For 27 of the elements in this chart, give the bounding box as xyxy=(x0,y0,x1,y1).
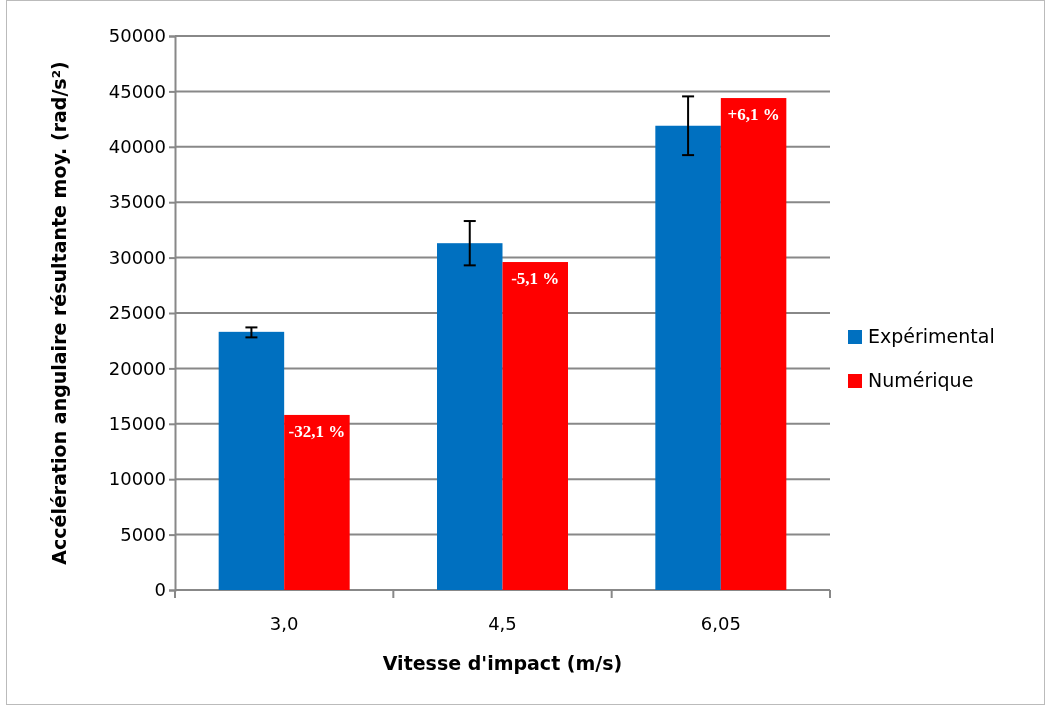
bar xyxy=(284,414,350,590)
x-tick-label: 4,5 xyxy=(488,613,517,634)
legend-label: Numérique xyxy=(868,369,974,391)
y-tick-label: 30000 xyxy=(108,246,166,268)
y-tick-label: 40000 xyxy=(108,136,166,158)
x-tick-label: 3,0 xyxy=(269,613,299,634)
y-tick-label: 15000 xyxy=(108,413,166,435)
y-tick-label: 20000 xyxy=(108,357,166,379)
bar xyxy=(720,98,787,590)
bar xyxy=(502,262,568,590)
y-tick-label: 5000 xyxy=(120,523,166,545)
legend-label: Expérimental xyxy=(868,325,995,347)
bar xyxy=(437,243,503,590)
y-tick-label: 10000 xyxy=(108,468,166,490)
y-tick-label: 35000 xyxy=(108,191,166,213)
annotation: +6,1 % xyxy=(727,105,780,125)
bar xyxy=(218,331,285,590)
annotation: -32,1 % xyxy=(288,421,346,441)
y-tick-label: 50000 xyxy=(108,25,166,47)
y-tick-label: 25000 xyxy=(108,302,166,324)
y-axis-title: Accélération angulaire résultante moy. (rad/s²) xyxy=(48,61,70,565)
x-axis-title: Vitesse d'impact (m/s) xyxy=(382,652,623,674)
y-tick-label: 45000 xyxy=(108,80,166,102)
x-tick-label: 6,05 xyxy=(700,613,741,634)
bar xyxy=(655,125,721,590)
y-tick-label: 0 xyxy=(154,579,166,601)
annotation: -5,1 % xyxy=(511,269,560,289)
